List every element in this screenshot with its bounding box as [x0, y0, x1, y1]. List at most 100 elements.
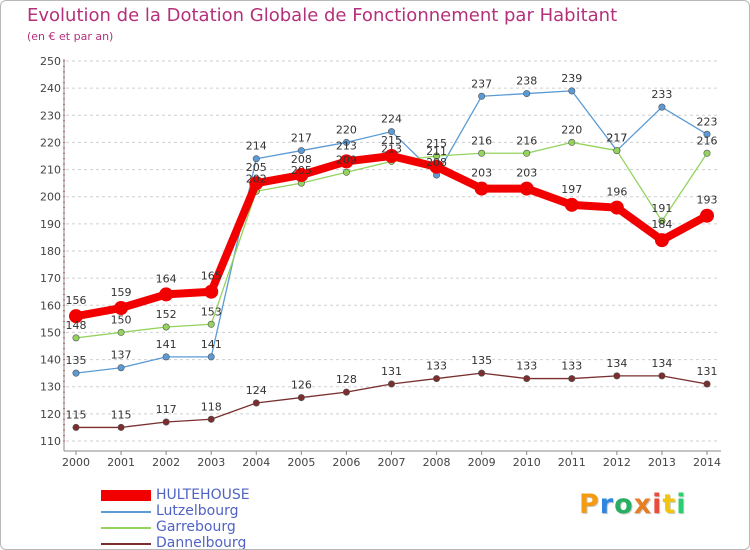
logo-letter: i: [676, 489, 687, 520]
data-point-hultehouse: [429, 159, 444, 174]
data-label-dannelbourg: 124: [246, 384, 267, 397]
data-label-lutzelbourg: 224: [381, 113, 402, 126]
logo-letter: t: [662, 489, 677, 520]
data-label-dannelbourg: 133: [561, 360, 582, 373]
legend-swatch-garrebourg: [101, 527, 151, 529]
data-label-hultehouse: 205: [246, 161, 267, 174]
data-label-garrebourg: 209: [336, 153, 357, 166]
legend-swatch-lutzelbourg: [101, 511, 151, 513]
legend-swatch-hultehouse: [101, 490, 151, 501]
x-tick-label: 2003: [197, 456, 225, 469]
logo-letter: i: [652, 489, 663, 520]
data-point-hultehouse: [654, 233, 669, 248]
data-point-garrebourg: [117, 328, 125, 336]
axis-layer: 110 120 130 140 150 160 170 180 190 200 210 220 230 2…: [40, 55, 721, 469]
data-label-hultehouse: 156: [66, 294, 87, 307]
data-point-dannelbourg: [523, 375, 531, 383]
data-label-lutzelbourg: 214: [246, 140, 267, 153]
data-label-lutzelbourg: 141: [201, 338, 222, 351]
y-tick-label: 140: [40, 354, 61, 367]
data-point-lutzelbourg: [72, 369, 80, 377]
data-label-hultehouse: 196: [606, 186, 627, 199]
logo-letter: P: [579, 489, 600, 520]
y-tick-label: 150: [40, 326, 61, 339]
data-point-lutzelbourg: [342, 138, 350, 146]
logo-letter: o: [614, 489, 634, 520]
y-tick-label: 160: [40, 299, 61, 312]
data-label-dannelbourg: 118: [201, 400, 222, 413]
data-point-hultehouse: [609, 200, 624, 215]
data-point-dannelbourg: [297, 394, 305, 402]
data-point-dannelbourg: [703, 380, 711, 388]
data-point-garrebourg: [703, 149, 711, 157]
chart-title: Evolution de la Dotation Globale de Fonc…: [27, 5, 618, 26]
x-tick-label: 2005: [287, 456, 315, 469]
data-label-dannelbourg: 135: [471, 354, 492, 367]
data-point-lutzelbourg: [523, 90, 531, 98]
data-label-garrebourg: 202: [246, 172, 267, 185]
x-tick-label: 2004: [242, 456, 270, 469]
data-label-hultehouse: 197: [561, 183, 582, 196]
data-point-hultehouse: [69, 309, 83, 324]
legend-label-hultehouse: HULTEHOUSE: [156, 487, 250, 503]
logo-letter: x: [633, 489, 653, 520]
data-point-lutzelbourg: [568, 87, 576, 95]
legend-label-garrebourg: Garrebourg: [156, 519, 236, 535]
data-point-hultehouse: [159, 287, 174, 302]
data-label-dannelbourg: 133: [426, 360, 447, 373]
data-point-lutzelbourg: [117, 364, 125, 372]
data-label-hultehouse: 159: [111, 286, 132, 299]
x-tick-label: 2012: [603, 456, 631, 469]
data-label-garrebourg: 191: [651, 202, 672, 215]
data-point-hultehouse: [519, 181, 534, 196]
data-point-garrebourg: [658, 217, 666, 225]
y-tick-label: 250: [40, 55, 61, 68]
x-tick-label: 2002: [152, 456, 180, 469]
data-point-garrebourg: [433, 152, 441, 160]
data-point-dannelbourg: [658, 372, 666, 380]
data-label-lutzelbourg: 239: [561, 72, 582, 85]
data-point-lutzelbourg: [207, 353, 215, 361]
data-label-garrebourg: 148: [66, 319, 87, 332]
y-tick-label: 120: [40, 408, 61, 421]
data-label-lutzelbourg: 217: [291, 132, 312, 145]
y-tick-label: 170: [40, 272, 61, 285]
data-label-dannelbourg: 115: [66, 408, 87, 421]
x-tick-label: 2006: [332, 456, 360, 469]
logo-letter: r: [599, 489, 615, 520]
data-label-dannelbourg: 131: [697, 365, 718, 378]
data-label-dannelbourg: 128: [336, 373, 357, 386]
data-point-dannelbourg: [252, 399, 260, 407]
data-label-hultehouse: 165: [201, 270, 222, 283]
data-label-dannelbourg: 134: [606, 357, 627, 370]
data-label-dannelbourg: 115: [111, 408, 132, 421]
legend-label-dannelbourg: Dannelbourg: [156, 535, 247, 550]
y-tick-label: 190: [40, 218, 61, 231]
data-point-dannelbourg: [342, 388, 350, 396]
data-label-lutzelbourg: 233: [651, 88, 672, 101]
x-tick-label: 2000: [62, 456, 90, 469]
data-point-lutzelbourg: [297, 147, 305, 155]
legend-label-lutzelbourg: Lutzelbourg: [156, 503, 239, 519]
data-label-garrebourg: 153: [201, 305, 222, 318]
grid-layer: [66, 60, 717, 442]
data-point-lutzelbourg: [478, 92, 486, 100]
data-label-garrebourg: 150: [111, 313, 132, 326]
data-label-hultehouse: 213: [336, 139, 357, 152]
data-point-hultehouse: [564, 197, 579, 212]
data-point-hultehouse: [204, 284, 219, 299]
data-label-lutzelbourg: 217: [606, 132, 627, 145]
data-label-hultehouse: 203: [516, 167, 537, 180]
data-point-garrebourg: [72, 334, 80, 342]
data-label-dannelbourg: 126: [291, 379, 312, 392]
data-label-garrebourg: 216: [471, 134, 492, 147]
data-label-garrebourg: 215: [426, 137, 447, 150]
y-tick-label: 230: [40, 109, 61, 122]
x-tick-label: 2008: [423, 456, 451, 469]
y-tick-label: 110: [40, 435, 61, 448]
data-point-dannelbourg: [117, 423, 125, 431]
x-tick-label: 2001: [107, 456, 135, 469]
data-point-hultehouse: [294, 168, 309, 182]
